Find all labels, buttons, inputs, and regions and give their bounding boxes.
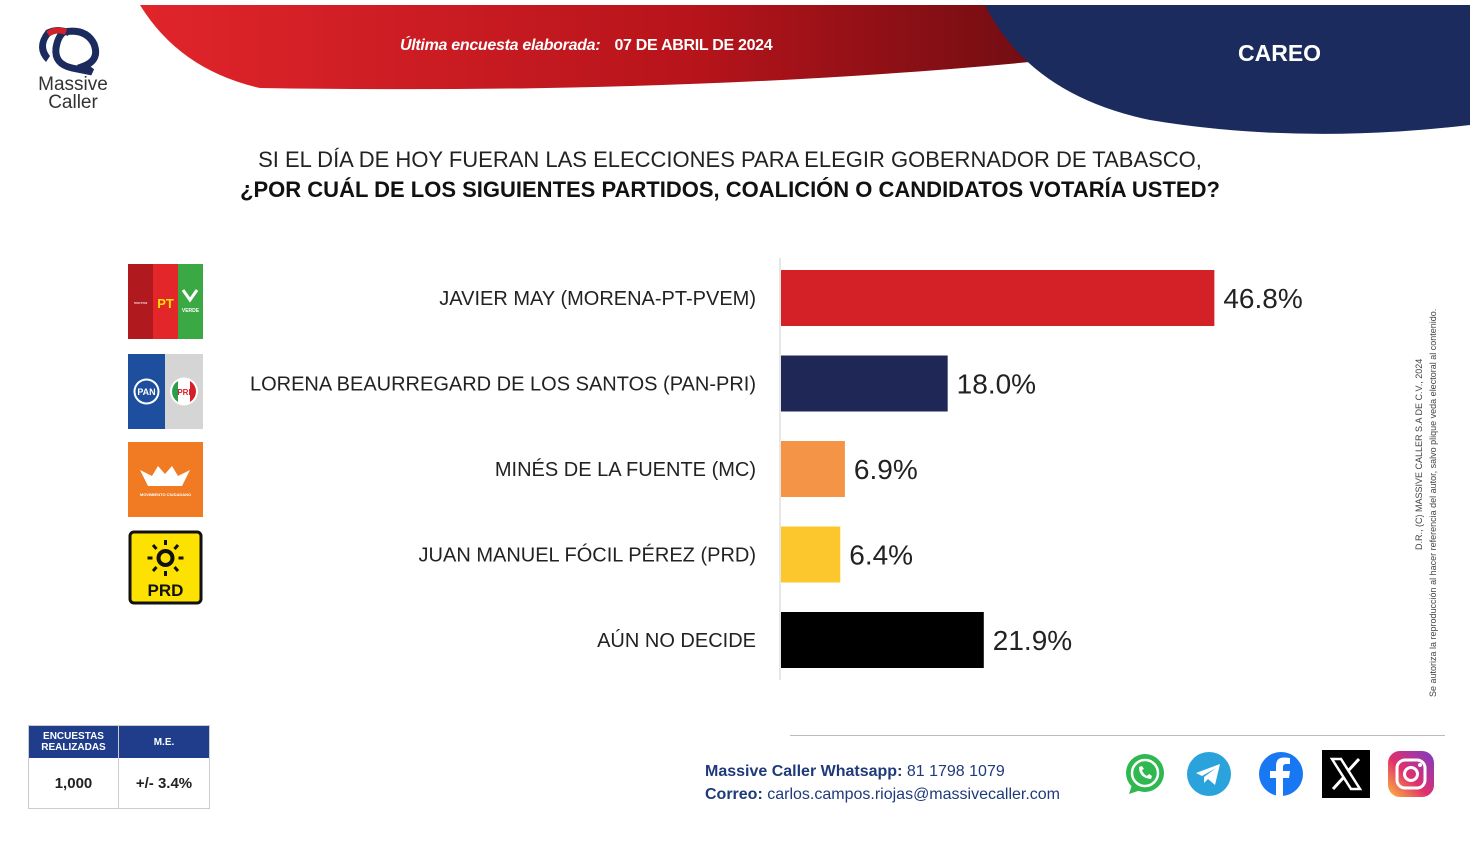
mc-text: MOVIMIENTO CIUDADANO	[140, 492, 191, 497]
pri-text: PRI	[177, 388, 190, 397]
bar-chart: JAVIER MAY (MORENA-PT-PVEM) 46.8% LORENA B…	[250, 258, 1303, 680]
brand-line1: Massive	[38, 74, 108, 95]
category-label: JAVIER MAY (MORENA-PT-PVEM)	[439, 288, 756, 310]
question-line1: SI EL DÍA DE HOY FUERAN LAS ELECCIONES P…	[258, 147, 1202, 172]
margin-value: +/- 3.4%	[135, 774, 193, 792]
data-label: 6.9%	[854, 454, 918, 485]
bar	[781, 270, 1215, 326]
pan-text: PAN	[137, 387, 155, 397]
category-label: AÚN NO DECIDE	[597, 629, 756, 652]
whatsapp-icon[interactable]	[1121, 750, 1169, 798]
margin-header: M.E.	[153, 736, 175, 748]
verde-text: VERDE	[182, 308, 200, 314]
telegram-icon[interactable]	[1185, 750, 1233, 798]
copyright-note: D.R., (C) MASSIVE CALLER S.A DE C.V., 20…	[1414, 309, 1438, 697]
prd-text: PRD	[148, 581, 184, 600]
bar	[781, 526, 841, 583]
data-label: 6.4%	[849, 540, 913, 571]
massive-caller-logo: Massive Caller	[28, 22, 138, 122]
question-line2: ¿POR CUÁL DE LOS SIGUIENTES PARTIDOS, CO…	[240, 177, 1220, 202]
category-label: LORENA BEAURREGARD DE LOS SANTOS (PAN-PR…	[250, 374, 756, 396]
facebook-icon[interactable]	[1257, 750, 1305, 798]
mc-logo: MOVIMIENTO CIUDADANO	[128, 442, 203, 517]
bar	[781, 612, 984, 668]
logo-mark-icon	[39, 27, 100, 76]
morena-pt-pvem-logo: morena PT VERDE	[128, 264, 203, 339]
email-label: Correo:	[705, 786, 763, 803]
contact-info: Massive Caller Whatsapp: 81 1798 1079 Co…	[705, 760, 1060, 806]
bar	[781, 355, 948, 412]
top-banner	[140, 5, 1470, 134]
copyright-line1: D.R., (C) MASSIVE CALLER S.A DE C.V., 20…	[1414, 359, 1424, 550]
data-label: 46.8%	[1223, 283, 1302, 314]
category-label: JUAN MANUEL FÓCIL PÉREZ (PRD)	[419, 544, 756, 567]
survey-question: SI EL DÍA DE HOY FUERAN LAS ELECCIONES P…	[0, 145, 1460, 205]
email-address[interactable]: carlos.campos.riojas@massivecaller.com	[767, 786, 1061, 803]
surveys-value: 1,000	[29, 758, 119, 808]
survey-date-value: 07 DE ABRIL DE 2024	[614, 37, 773, 54]
footer-divider	[790, 735, 1445, 736]
data-label: 21.9%	[993, 625, 1072, 656]
x-icon[interactable]	[1322, 750, 1370, 798]
category-label: MINÉS DE LA FUENTE (MC)	[495, 458, 756, 481]
morena-text: morena	[134, 300, 148, 305]
survey-stats: ENCUESTAS REALIZADAS M.E. 1,000 +/- 3.4%	[28, 725, 210, 809]
whatsapp-label: Massive Caller Whatsapp:	[705, 763, 903, 780]
section-title: CAREO	[1238, 40, 1322, 66]
prd-logo: PRD	[128, 530, 203, 605]
surveys-header: ENCUESTAS REALIZADAS	[29, 726, 119, 758]
pan-pri-logo: PAN PRI	[128, 354, 203, 429]
bar	[781, 441, 845, 497]
instagram-icon[interactable]	[1387, 750, 1435, 798]
survey-date-label: Última encuesta elaborada:	[400, 37, 601, 54]
copyright-line2: Se autoriza la reproducción al hacer ref…	[1428, 309, 1438, 697]
brand-line2: Caller	[48, 92, 98, 113]
data-label: 18.0%	[957, 369, 1036, 400]
survey-date: Última encuesta elaborada: 07 DE ABRIL D…	[400, 37, 773, 55]
whatsapp-number: 81 1798 1079	[906, 763, 1005, 780]
pt-text: PT	[157, 296, 174, 311]
